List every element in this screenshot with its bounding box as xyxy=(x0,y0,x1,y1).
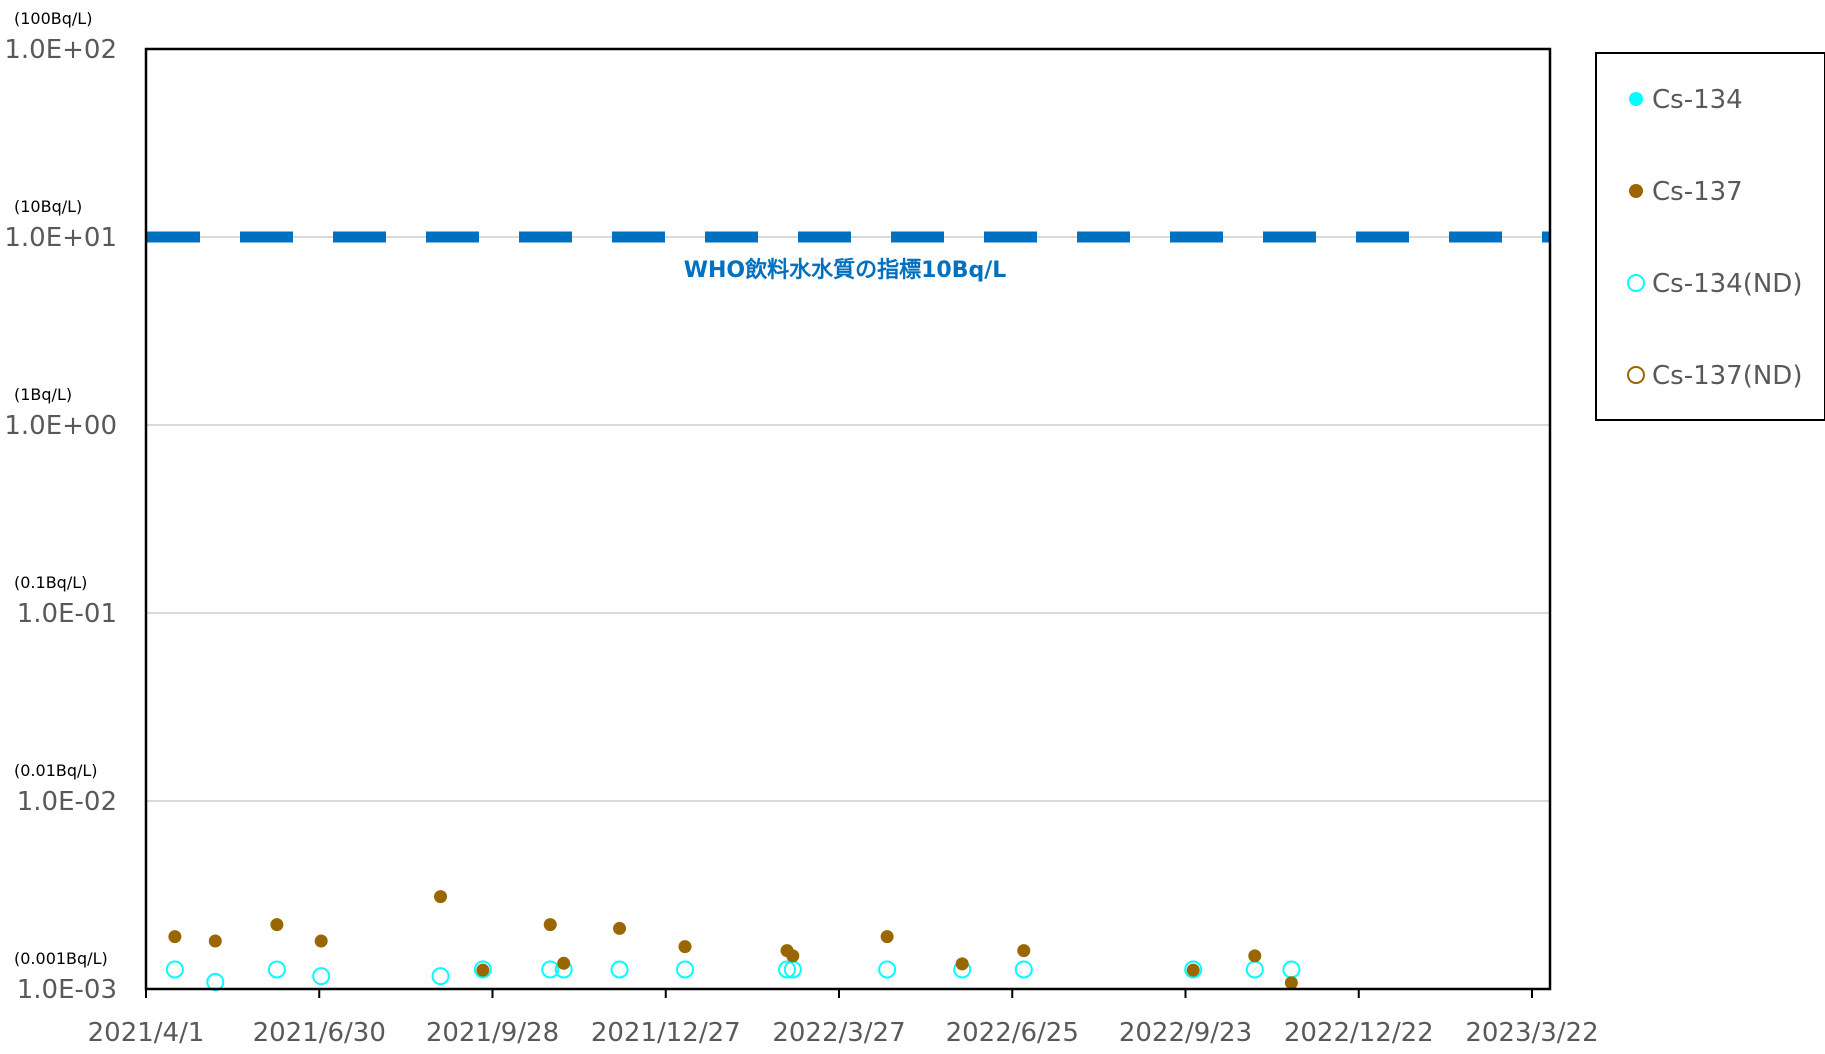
legend-label-cs-137: Cs-137 xyxy=(1652,177,1743,207)
point-cs-137 xyxy=(434,890,448,904)
legend: Cs-134 Cs-137 Cs-134(ND) Cs-137(ND) xyxy=(1595,52,1825,421)
legend-label-cs-137-nd-: Cs-137(ND) xyxy=(1652,361,1802,391)
y-tick-label: 1.0E-03 xyxy=(17,975,117,1005)
y-axis: 1.0E+02 (100Bq/L) 1.0E+01 (10Bq/L) 1.0E+00 (1… xyxy=(4,9,117,1005)
point-cs-137 xyxy=(1186,963,1200,977)
y-unit-label: (0.001Bq/L) xyxy=(14,949,108,968)
point-cs-134-nd- xyxy=(165,960,184,979)
x-tick-label: 2022/9/23 xyxy=(1119,1018,1252,1048)
who-reference-label: WHO飲料水水質の指標10Bq/L xyxy=(684,257,1007,283)
point-cs-137 xyxy=(557,956,571,970)
y-tick-label: 1.0E+01 xyxy=(4,223,117,253)
legend-marker-cs-137-nd- xyxy=(1627,366,1645,384)
y-unit-label: (1Bq/L) xyxy=(14,385,72,404)
x-tick-label: 2021/12/27 xyxy=(591,1018,741,1048)
legend-box xyxy=(1595,52,1825,421)
point-cs-137 xyxy=(786,949,800,963)
point-cs-137 xyxy=(208,934,222,948)
point-cs-134-nd- xyxy=(541,960,560,979)
x-tick-label: 2021/6/30 xyxy=(253,1018,386,1048)
point-cs-137 xyxy=(1284,976,1298,990)
point-cs-137 xyxy=(613,921,627,935)
point-cs-137 xyxy=(476,963,490,977)
point-cs-134-nd- xyxy=(878,960,897,979)
point-cs-137 xyxy=(955,957,969,971)
y-unit-label: (0.1Bq/L) xyxy=(14,573,87,592)
x-tick-label: 2022/6/25 xyxy=(946,1018,1079,1048)
grid-lines xyxy=(146,236,1550,802)
point-cs-134-nd- xyxy=(206,972,225,991)
point-cs-134-nd- xyxy=(1184,960,1203,979)
point-cs-134-nd- xyxy=(1014,960,1033,979)
x-tick-label: 2021/4/1 xyxy=(88,1018,205,1048)
point-cs-134-nd- xyxy=(473,960,492,979)
y-unit-label: (0.01Bq/L) xyxy=(14,761,98,780)
point-cs-134-nd- xyxy=(312,967,331,986)
y-tick-label: 1.0E-02 xyxy=(17,787,117,817)
point-cs-134-nd- xyxy=(1245,960,1264,979)
data-points xyxy=(165,890,1301,991)
point-cs-134-nd- xyxy=(610,960,629,979)
x-tick-label: 2022/12/22 xyxy=(1284,1018,1434,1048)
point-cs-134-nd- xyxy=(676,960,694,979)
x-axis: 2021/4/1 2021/6/30 2021/9/28 2021/12/27 2022… xyxy=(88,989,1599,1048)
x-tick-label: 2021/9/28 xyxy=(426,1018,559,1048)
point-cs-134-nd- xyxy=(1282,960,1301,979)
plot-area-frame xyxy=(144,47,1552,991)
point-cs-134-nd- xyxy=(431,967,450,986)
point-cs-134-nd- xyxy=(267,960,286,979)
reference-line-group: WHO飲料水水質の指標10Bq/L xyxy=(146,231,1550,283)
point-cs-134-nd- xyxy=(778,960,797,979)
legend-marker-cs-134 xyxy=(1629,92,1643,106)
y-tick-label: 1.0E+00 xyxy=(4,411,117,441)
point-cs-137 xyxy=(543,918,557,932)
point-cs-137 xyxy=(314,934,328,948)
y-tick-label: 1.0E-01 xyxy=(17,599,117,629)
legend-marker-cs-134-nd- xyxy=(1627,274,1645,292)
point-cs-137 xyxy=(168,930,182,944)
point-cs-137 xyxy=(1017,944,1031,958)
y-unit-label: (10Bq/L) xyxy=(14,197,82,216)
x-tick-label: 2022/3/27 xyxy=(772,1018,905,1048)
x-tick-label: 2023/3/22 xyxy=(1465,1018,1598,1048)
legend-label-cs-134: Cs-134 xyxy=(1652,85,1743,115)
point-cs-137 xyxy=(1248,949,1262,963)
point-cs-137 xyxy=(270,918,284,932)
legend-marker-cs-137 xyxy=(1629,184,1643,198)
point-cs-137 xyxy=(880,930,894,944)
y-unit-label: (100Bq/L) xyxy=(14,9,92,28)
legend-label-cs-134-nd-: Cs-134(ND) xyxy=(1652,269,1802,299)
y-tick-label: 1.0E+02 xyxy=(4,35,117,65)
point-cs-137 xyxy=(678,940,692,954)
